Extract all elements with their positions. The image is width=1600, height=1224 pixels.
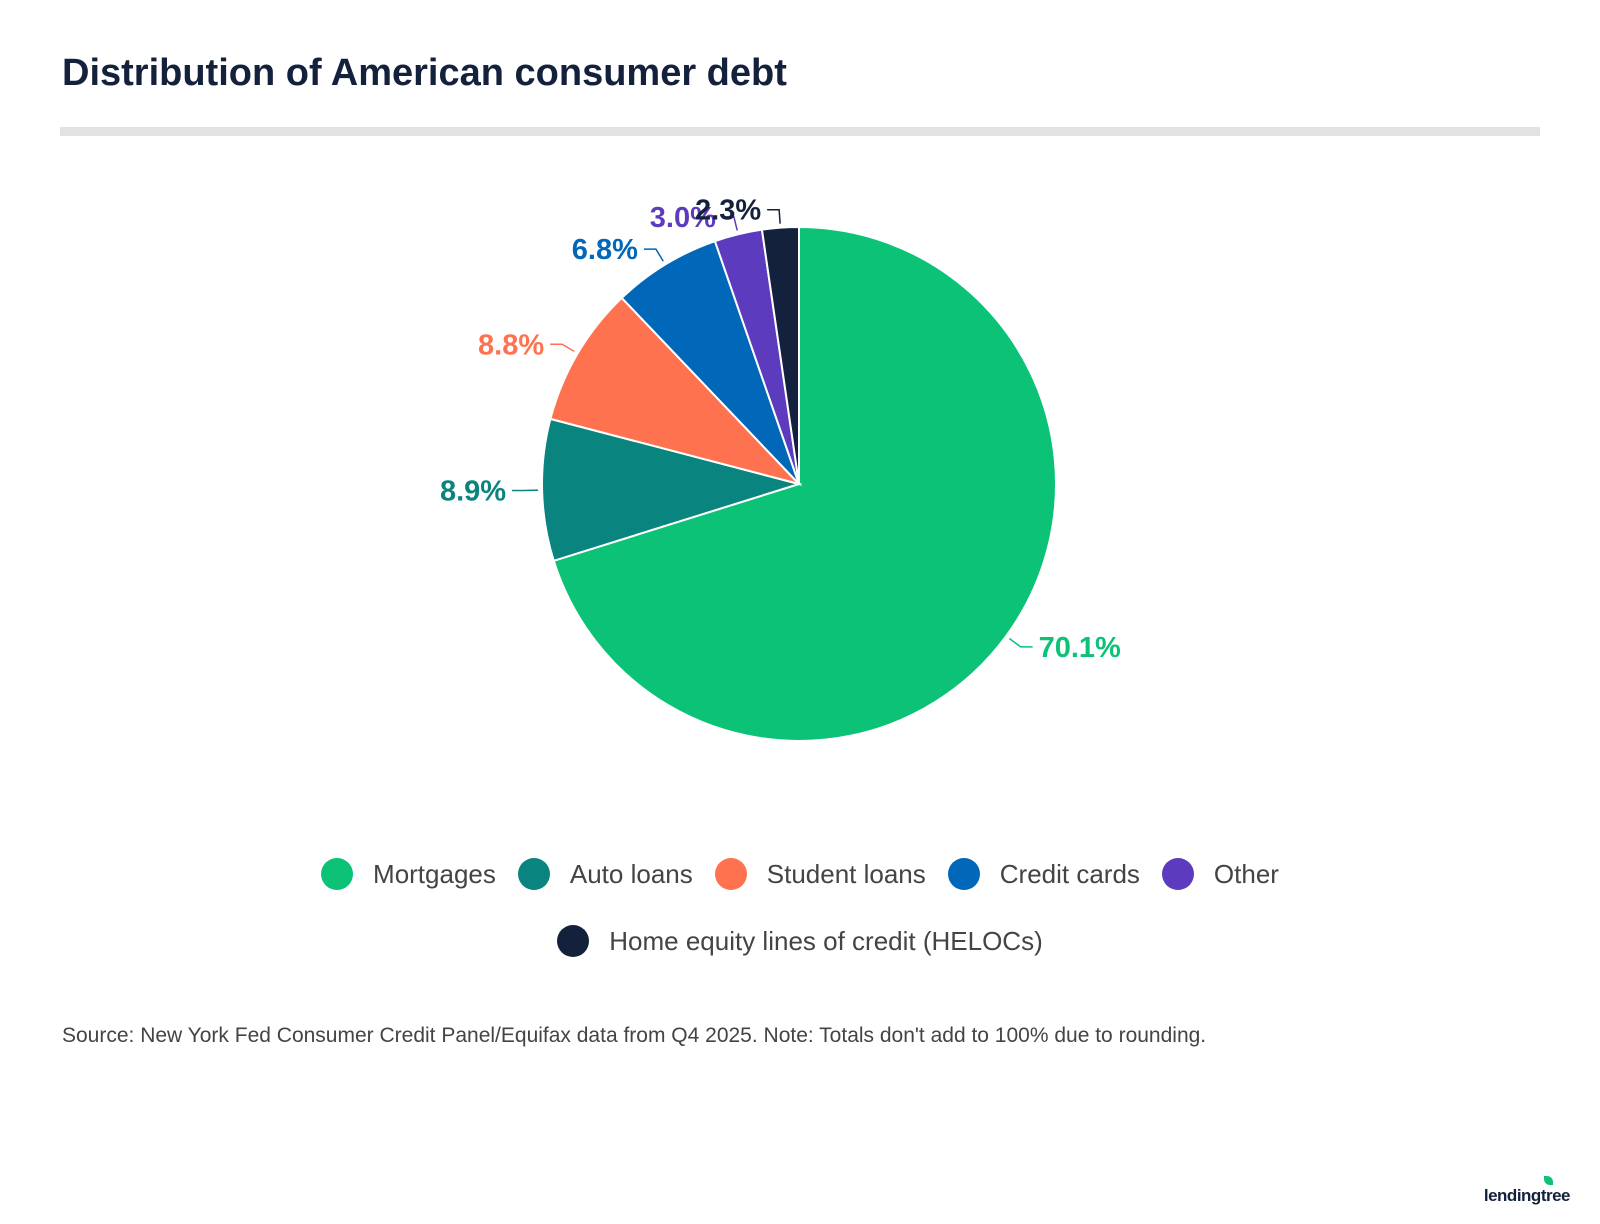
chart-title: Distribution of American consumer debt <box>62 52 787 94</box>
legend-item: Mortgages <box>321 858 496 890</box>
leaf-icon <box>1543 1176 1553 1185</box>
pie-slice-auto-loans <box>541 417 803 563</box>
legend-item: Home equity lines of credit (HELOCs) <box>557 925 1043 957</box>
legend-item: Student loans <box>714 858 926 890</box>
legend-label: Auto loans <box>569 858 693 889</box>
source-note: Source: New York Fed Consumer Credit Pan… <box>62 1024 1207 1047</box>
pie-slice-student-loans <box>549 296 803 486</box>
legend-label: Student loans <box>766 858 926 889</box>
legend-label: Other <box>1213 858 1279 889</box>
leader-line <box>1008 637 1033 648</box>
data-label: 6.8% <box>572 234 638 266</box>
legend-swatch <box>947 858 980 890</box>
title-divider <box>60 127 1540 136</box>
legend-label: Credit cards <box>999 858 1140 889</box>
legend-label: Mortgages <box>373 858 496 889</box>
legend-swatch <box>557 925 590 957</box>
lendingtree-logo: lendingtree <box>1483 1176 1571 1206</box>
legend-row-1: Mortgages Auto loans Student loans Credit c… <box>0 858 1600 890</box>
legend-item: Auto loans <box>517 858 693 890</box>
legend-swatch <box>1161 858 1194 890</box>
data-label: 8.9% <box>440 475 506 507</box>
leader-line <box>767 208 781 224</box>
data-label: 3.0% <box>650 202 716 234</box>
leader-line <box>550 343 575 353</box>
pie-slice-home-equity-lines-of-credit-helocs- <box>760 225 800 485</box>
pie-slice-mortgages <box>552 225 1057 742</box>
legend-item: Credit cards <box>947 858 1140 890</box>
data-label: 8.8% <box>478 329 544 361</box>
data-label: 2.3% <box>695 195 761 227</box>
logo-text: lendingtree <box>1483 1186 1571 1205</box>
legend-swatch <box>321 858 354 890</box>
legend-label: Home equity lines of credit (HELOCs) <box>609 925 1043 956</box>
legend-row-2: Home equity lines of credit (HELOCs) <box>0 925 1600 957</box>
legend-swatch <box>517 858 550 890</box>
legend-swatch <box>714 858 747 890</box>
legend-item: Other <box>1161 858 1279 890</box>
data-label: 70.1% <box>1039 632 1121 664</box>
leader-line <box>643 248 664 262</box>
pie-slice-credit-cards <box>620 239 800 485</box>
leader-line <box>721 216 738 231</box>
